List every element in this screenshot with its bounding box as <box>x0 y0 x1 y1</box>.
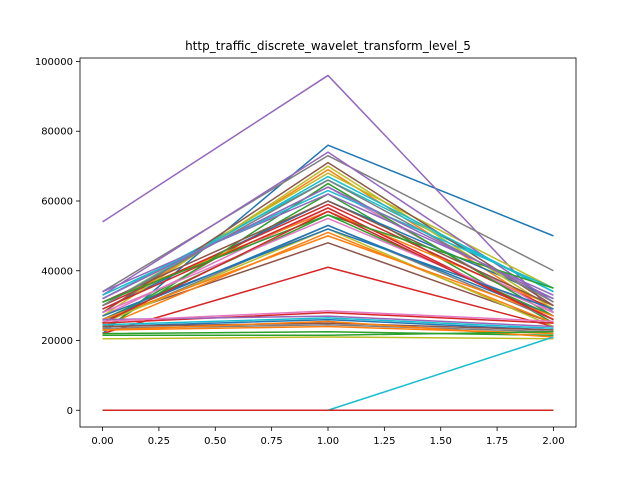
series-line-45 <box>102 320 554 338</box>
x-tick-label: 0.50 <box>204 436 226 447</box>
y-tick-label: 80000 <box>41 127 73 138</box>
x-tick-label: 1.25 <box>373 436 395 447</box>
series-line-41 <box>102 310 554 323</box>
series-line-38 <box>102 311 554 324</box>
series-line-30 <box>102 228 554 317</box>
series-line-21 <box>102 231 554 328</box>
series-line-34 <box>102 186 554 300</box>
series-line-14 <box>102 151 554 303</box>
y-tick-label: 20000 <box>41 336 73 347</box>
series-line-35 <box>102 318 554 331</box>
y-tick-label: 0 <box>67 406 73 417</box>
chart-title: http_traffic_discrete_wavelet_transform_… <box>185 39 471 53</box>
series-line-7 <box>102 154 554 293</box>
x-tick-label: 1.50 <box>430 436 452 447</box>
series-line-46 <box>102 331 554 337</box>
series-line-4 <box>102 74 554 314</box>
series-line-13 <box>102 203 554 310</box>
x-tick-label: 0.75 <box>261 436 283 447</box>
series-line-26 <box>102 217 554 314</box>
series-line-29 <box>102 189 554 296</box>
series-line-0 <box>102 144 554 335</box>
series-line-37 <box>102 331 554 337</box>
series-line-3 <box>102 266 554 335</box>
series-line-33 <box>102 210 554 324</box>
y-tick-label: 40000 <box>41 266 73 277</box>
series-line-25 <box>102 200 554 307</box>
series-line-1 <box>102 168 554 314</box>
series-line-31 <box>102 235 554 321</box>
series-line-32 <box>102 214 554 303</box>
series-line-40 <box>102 322 554 331</box>
series-lines <box>102 74 554 412</box>
x-axis: 0.00 0.25 0.50 0.75 1.00 1.25 1.50 1.75 2.00 <box>91 427 565 447</box>
x-tick-label: 1.00 <box>317 436 339 447</box>
y-axis: 0 20000 40000 60000 80000 100000 <box>35 57 80 417</box>
x-tick-label: 1.75 <box>486 436 508 447</box>
y-tick-label: 100000 <box>35 57 73 68</box>
series-line-19 <box>102 175 554 307</box>
series-line-44 <box>102 317 554 330</box>
x-tick-label: 0.25 <box>148 436 170 447</box>
x-tick-label: 2.00 <box>542 436 564 447</box>
y-tick-label: 60000 <box>41 196 73 207</box>
series-line-5 <box>102 242 554 324</box>
x-tick-label: 0.00 <box>91 436 113 447</box>
series-line-20 <box>102 224 554 321</box>
series-line-43 <box>102 336 554 340</box>
